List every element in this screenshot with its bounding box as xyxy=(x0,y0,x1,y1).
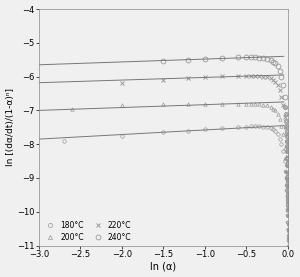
Legend: 180°C, 200°C, 220°C, 240°C: 180°C, 200°C, 220°C, 240°C xyxy=(43,220,131,242)
X-axis label: ln (α): ln (α) xyxy=(150,261,176,271)
Y-axis label: ln [(dα/dt)/(1-α)ⁿ]: ln [(dα/dt)/(1-α)ⁿ] xyxy=(6,88,15,166)
